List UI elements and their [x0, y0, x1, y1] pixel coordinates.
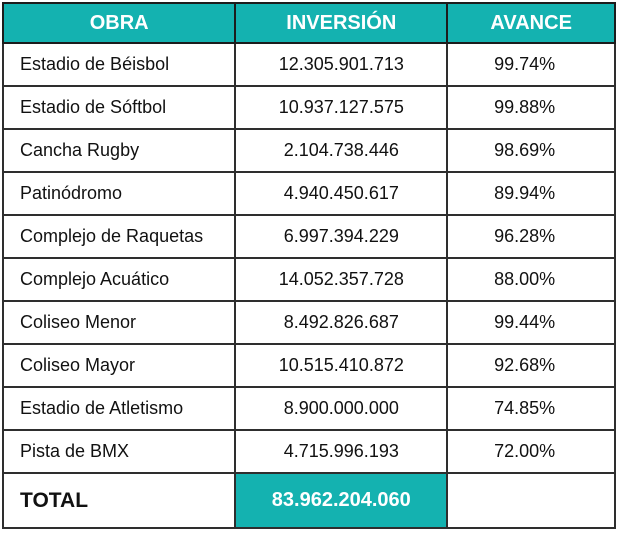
cell-obra: Coliseo Menor	[1, 300, 237, 345]
cell-avance: 89.94%	[446, 171, 616, 216]
column-header-obra: OBRA	[1, 2, 237, 44]
table-row: Complejo Acuático 14.052.357.728 88.00%	[1, 257, 616, 302]
cell-obra: Complejo Acuático	[1, 257, 237, 302]
cell-obra: Patinódromo	[1, 171, 237, 216]
total-avance-empty	[446, 472, 616, 529]
cell-inversion: 14.052.357.728	[234, 257, 449, 302]
table-row: Coliseo Mayor 10.515.410.872 92.68%	[1, 343, 616, 388]
table-row: Estadio de Atletismo 8.900.000.000 74.85…	[1, 386, 616, 431]
cell-avance: 92.68%	[446, 343, 616, 388]
cell-obra: Estadio de Atletismo	[1, 386, 237, 431]
cell-avance: 72.00%	[446, 429, 616, 474]
cell-avance: 74.85%	[446, 386, 616, 431]
total-row: TOTAL 83.962.204.060	[1, 472, 616, 529]
total-label: TOTAL	[1, 472, 237, 529]
cell-obra: Estadio de Béisbol	[1, 42, 237, 87]
cell-obra: Cancha Rugby	[1, 128, 237, 173]
table-row: Patinódromo 4.940.450.617 89.94%	[1, 171, 616, 216]
cell-inversion: 8.492.826.687	[234, 300, 449, 345]
cell-obra: Estadio de Sóftbol	[1, 85, 237, 130]
total-inversion-value: 83.962.204.060	[234, 472, 449, 529]
cell-inversion: 10.515.410.872	[234, 343, 449, 388]
cell-inversion: 4.715.996.193	[234, 429, 449, 474]
cell-inversion: 12.305.901.713	[234, 42, 449, 87]
table-row: Estadio de Sóftbol 10.937.127.575 99.88%	[1, 85, 616, 130]
table-row: Coliseo Menor 8.492.826.687 99.44%	[1, 300, 616, 345]
table-row: Estadio de Béisbol 12.305.901.713 99.74%	[1, 42, 616, 87]
cell-obra: Coliseo Mayor	[1, 343, 237, 388]
cell-avance: 99.88%	[446, 85, 616, 130]
column-header-avance: AVANCE	[446, 2, 616, 44]
table-row: Pista de BMX 4.715.996.193 72.00%	[1, 429, 616, 474]
column-header-inversion: INVERSIÓN	[234, 2, 449, 44]
cell-avance: 99.44%	[446, 300, 616, 345]
header-row: OBRA INVERSIÓN AVANCE	[1, 2, 616, 44]
cell-inversion: 10.937.127.575	[234, 85, 449, 130]
cell-avance: 96.28%	[446, 214, 616, 259]
investment-table: OBRA INVERSIÓN AVANCE Estadio de Béisbol…	[1, 2, 616, 529]
cell-inversion: 4.940.450.617	[234, 171, 449, 216]
cell-avance: 88.00%	[446, 257, 616, 302]
cell-inversion: 8.900.000.000	[234, 386, 449, 431]
cell-inversion: 2.104.738.446	[234, 128, 449, 173]
table-row: Complejo de Raquetas 6.997.394.229 96.28…	[1, 214, 616, 259]
cell-avance: 98.69%	[446, 128, 616, 173]
cell-obra: Complejo de Raquetas	[1, 214, 237, 259]
cell-obra: Pista de BMX	[1, 429, 237, 474]
table-row: Cancha Rugby 2.104.738.446 98.69%	[1, 128, 616, 173]
cell-inversion: 6.997.394.229	[234, 214, 449, 259]
cell-avance: 99.74%	[446, 42, 616, 87]
